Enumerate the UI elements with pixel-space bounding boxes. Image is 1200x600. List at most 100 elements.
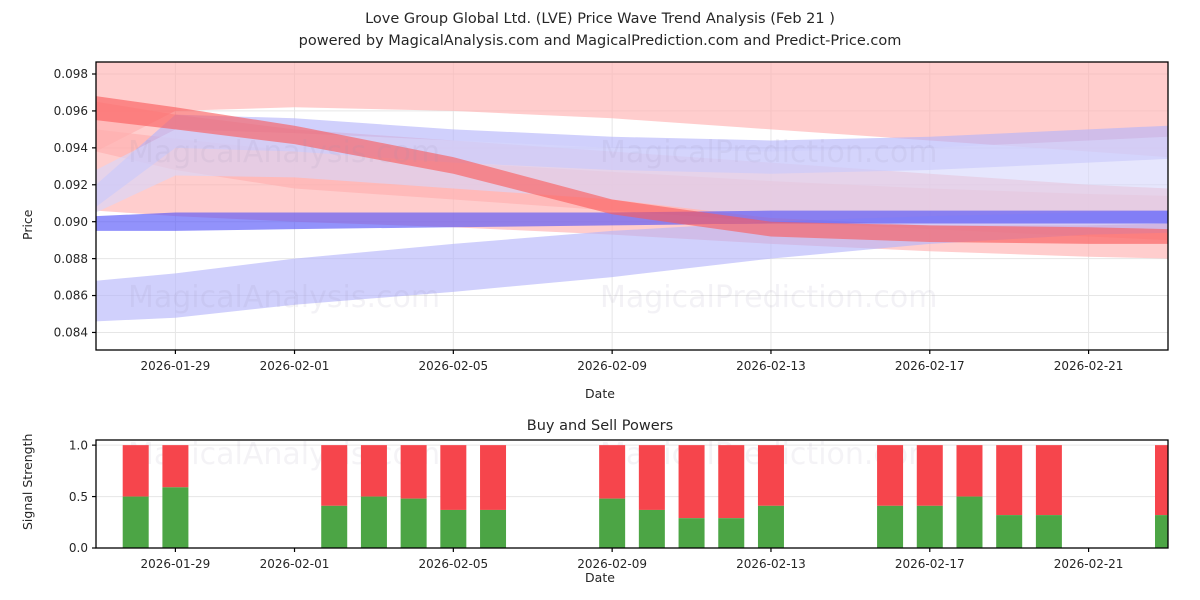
bar-sell-power	[440, 445, 467, 510]
stacked-bar	[400, 445, 427, 548]
watermark-magicalprediction: MagicalPrediction.com	[600, 135, 938, 170]
stacked-bar	[440, 445, 467, 548]
bar-sell-power	[1155, 445, 1168, 516]
bar-sell-power	[360, 445, 387, 497]
bar-sell-power	[480, 445, 507, 510]
bar-buy-power	[877, 505, 904, 548]
y-tick-label: 0.086	[54, 289, 88, 303]
stacked-bar	[1035, 445, 1062, 548]
bar-sell-power	[1035, 445, 1062, 516]
bar-sell-power	[162, 445, 189, 488]
bar-sell-power	[678, 445, 705, 519]
top-chart-ylabel: Price	[20, 209, 35, 241]
bar-buy-power	[480, 509, 507, 548]
bottom-chart-x-ticks: 2026-01-29 2026-02-01 2026-02-05 2026-02-09…	[141, 548, 1124, 571]
stacked-bar	[678, 445, 705, 548]
bar-sell-power	[599, 445, 626, 499]
bar-buy-power	[162, 487, 189, 548]
bar-sell-power	[996, 445, 1023, 516]
bar-buy-power	[400, 498, 427, 548]
bottom-chart-ylabel: Signal Strength	[20, 433, 35, 530]
top-chart-frame	[95, 61, 1169, 351]
band-support-band-red-strong	[96, 96, 1168, 244]
bar-buy-power	[1155, 515, 1168, 548]
x-tick-label: 2026-02-17	[895, 557, 965, 571]
bar-sell-power	[400, 445, 427, 499]
x-tick-label: 2026-02-09	[577, 359, 647, 373]
bottom-chart-watermarks: MagicalAnalysis.com MagicalPrediction.co…	[128, 440, 938, 472]
stacked-bar	[718, 445, 745, 548]
bar-sell-power	[321, 445, 348, 506]
watermark-magicalanalysis: MagicalAnalysis.com	[128, 280, 440, 315]
top-chart-xlabel: Date	[585, 386, 615, 401]
x-tick-label: 2026-02-17	[895, 359, 965, 373]
stacked-bar	[877, 445, 904, 548]
stacked-bar	[480, 445, 507, 548]
y-tick-label: 1.0	[69, 438, 88, 452]
stacked-bar	[599, 445, 626, 548]
y-tick-label: 0.084	[54, 326, 88, 340]
y-tick-label: 0.088	[54, 252, 88, 266]
bar-buy-power	[718, 518, 745, 548]
band-core-band-blue-strong	[96, 210, 1168, 231]
bar-sell-power	[877, 445, 904, 506]
bar-sell-power	[956, 445, 983, 497]
y-tick-label: 0.094	[54, 141, 88, 155]
watermark-magicalprediction: MagicalPrediction.com	[600, 280, 938, 315]
stacked-bar	[1155, 445, 1168, 548]
x-tick-label: 2026-02-05	[418, 359, 488, 373]
bar-sell-power	[757, 445, 784, 506]
title-line-2: powered by MagicalAnalysis.com and Magic…	[298, 33, 902, 49]
bottom-chart-bars	[122, 445, 1168, 548]
bar-buy-power	[440, 509, 467, 548]
bottom-chart-frame	[95, 439, 1169, 549]
watermark-magicalanalysis: MagicalAnalysis.com	[128, 135, 440, 170]
x-tick-label: 2026-02-01	[260, 557, 330, 571]
bar-buy-power	[1035, 515, 1062, 548]
bar-buy-power	[916, 505, 943, 548]
bar-buy-power	[996, 515, 1023, 548]
stacked-bar	[162, 445, 189, 548]
stacked-bar	[996, 445, 1023, 548]
y-tick-label: 0.0	[69, 541, 88, 555]
bottom-chart-xlabel: Date	[585, 570, 615, 585]
stacked-bar	[321, 445, 348, 548]
bar-buy-power	[678, 518, 705, 548]
bar-buy-power	[638, 509, 665, 548]
bar-sell-power	[916, 445, 943, 506]
y-tick-label: 0.098	[54, 67, 88, 81]
stacked-bar	[360, 445, 387, 548]
y-tick-label: 0.092	[54, 178, 88, 192]
stacked-bar	[956, 445, 983, 548]
x-tick-label: 2026-02-09	[577, 557, 647, 571]
y-tick-label: 0.096	[54, 104, 88, 118]
bottom-chart-title-wrap: Buy and Sell Powers	[0, 415, 1200, 437]
bar-buy-power	[360, 496, 387, 548]
bar-buy-power	[122, 496, 149, 548]
bottom-chart-y-ticks: 0.0 0.5 1.0	[69, 438, 96, 555]
top-chart-y-ticks: 0.084 0.086 0.088 0.090 0.092 0.094 0.096 0.098	[54, 67, 96, 340]
band-resistance-band-upper-red	[96, 62, 1168, 158]
bar-sell-power	[718, 445, 745, 519]
buy-sell-powers-chart: MagicalAnalysis.com MagicalPrediction.co…	[69, 438, 1169, 571]
x-tick-label: 2026-01-29	[141, 557, 211, 571]
stacked-bar	[916, 445, 943, 548]
y-tick-label: 0.5	[69, 490, 88, 504]
x-tick-label: 2026-02-13	[736, 557, 806, 571]
bar-sell-power	[638, 445, 665, 510]
bar-buy-power	[599, 498, 626, 548]
x-tick-label: 2026-02-21	[1054, 359, 1124, 373]
top-chart-bands	[96, 62, 1168, 322]
bar-sell-power	[122, 445, 149, 497]
bar-buy-power	[757, 505, 784, 548]
bar-buy-power	[956, 496, 983, 548]
bottom-chart-title: Buy and Sell Powers	[526, 418, 674, 434]
title-line-1: Love Group Global Ltd. (LVE) Price Wave …	[365, 11, 835, 27]
bar-buy-power	[321, 505, 348, 548]
stacked-bar	[757, 445, 784, 548]
x-tick-label: 2026-02-21	[1054, 557, 1124, 571]
x-tick-label: 2026-02-05	[418, 557, 488, 571]
y-tick-label: 0.090	[54, 215, 88, 229]
stacked-bar	[638, 445, 665, 548]
